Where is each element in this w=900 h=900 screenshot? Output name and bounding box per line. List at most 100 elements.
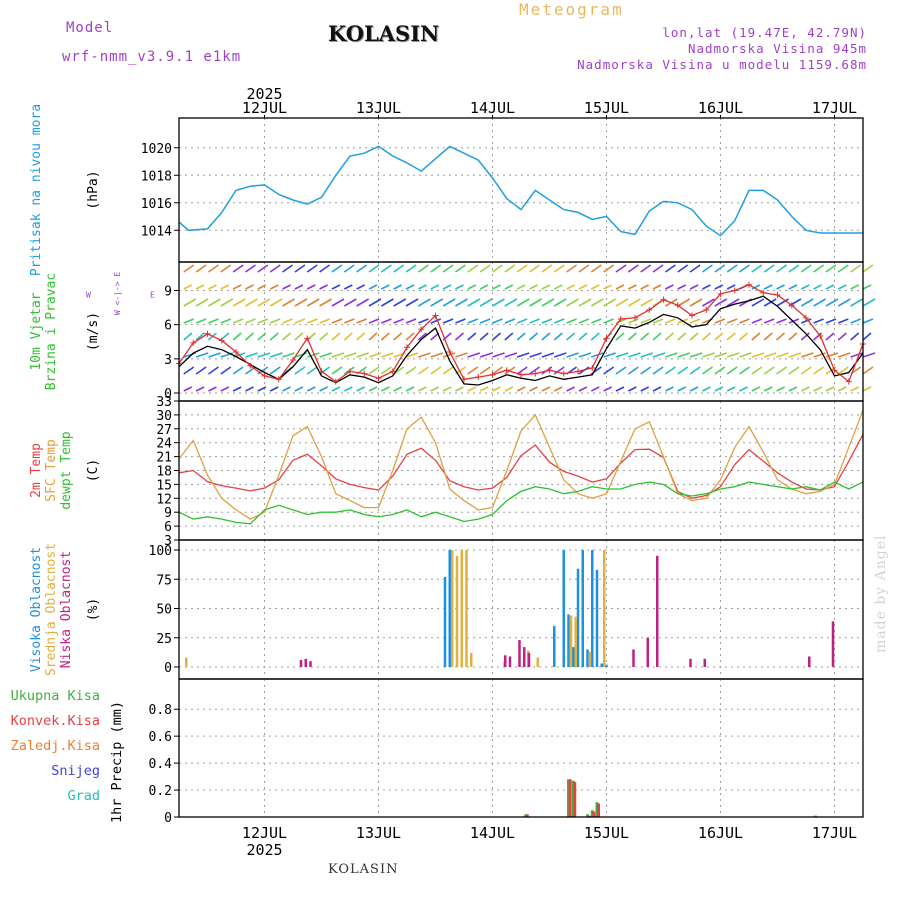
wind-barb xyxy=(701,264,713,273)
wind-barb xyxy=(381,352,394,358)
y-axis-title: (m/s) xyxy=(86,312,101,351)
wind-barb xyxy=(479,386,489,392)
wind-barb xyxy=(701,366,713,375)
wind-barb xyxy=(319,284,328,290)
wind-gust-point xyxy=(290,356,296,363)
wind-barb xyxy=(455,318,466,324)
wind-barb xyxy=(751,352,765,358)
wind-barb xyxy=(615,264,627,273)
model-elevation-info: Nadmorska Visina u modelu 1159.68m xyxy=(577,57,867,72)
dewpt-line xyxy=(178,481,864,525)
wind-barb xyxy=(331,366,343,375)
wind-barb xyxy=(331,352,345,358)
wind-barb xyxy=(504,386,514,392)
y-tick-label: 12 xyxy=(156,492,172,507)
y-tick-label: 100 xyxy=(149,544,172,559)
wind-barb xyxy=(837,366,849,375)
top-day-label: 17JUL xyxy=(812,99,857,117)
wind-barb xyxy=(294,298,308,307)
y-axis-title: Brzina i Pravac xyxy=(44,273,59,390)
wind-barb xyxy=(566,264,578,273)
wind-barb xyxy=(640,318,651,324)
cloud_low-bar xyxy=(808,656,811,667)
wind-barb xyxy=(343,284,353,290)
lonlat-info: lon,lat (19.47E, 42.79N) xyxy=(662,25,867,40)
wind-barb xyxy=(492,264,503,273)
wind-barb xyxy=(343,332,353,341)
wind-barb xyxy=(405,318,417,324)
wind-barb xyxy=(368,366,380,375)
wind-gust-point xyxy=(788,302,795,309)
bottom-day-label: 12JUL xyxy=(242,824,287,842)
wind-barb xyxy=(380,366,392,375)
cloud_high-bar xyxy=(572,647,575,667)
wind-barb xyxy=(455,298,468,307)
wind-barb xyxy=(541,352,555,358)
wind-barb xyxy=(368,298,382,307)
wind-barb xyxy=(479,332,489,341)
cloud_low-bar xyxy=(527,652,531,667)
y-tick-label: 0 xyxy=(164,661,172,676)
wind-barb xyxy=(640,284,650,290)
wind-barb xyxy=(627,284,637,290)
cloud_high-bar xyxy=(605,664,608,667)
wind-barb xyxy=(183,284,193,290)
wind-barb xyxy=(491,332,502,341)
wind-barb xyxy=(208,284,217,290)
wind-barb xyxy=(504,332,514,341)
panel-frame xyxy=(178,261,864,402)
wind-barb xyxy=(566,332,576,341)
wind-barb xyxy=(331,264,343,273)
wind-barb xyxy=(714,366,726,375)
wind-barb xyxy=(862,332,872,341)
credit-watermark: made by Angel xyxy=(873,534,889,654)
wind-barb xyxy=(702,284,711,290)
wind-barb xyxy=(813,366,825,375)
wind-barb xyxy=(603,318,614,324)
y-tick-label: 24 xyxy=(156,437,172,452)
wind-barb xyxy=(652,284,662,290)
cloud_low-bar xyxy=(309,661,312,667)
wind-barb xyxy=(244,332,255,341)
wind-barb xyxy=(776,366,788,375)
wind-gust-point xyxy=(546,367,553,374)
wind-barb xyxy=(232,366,244,375)
wind-barb xyxy=(763,332,773,341)
wind-barb xyxy=(751,298,765,307)
wind-barb xyxy=(504,318,516,324)
wind-barb xyxy=(776,318,787,324)
wind-barb xyxy=(232,284,242,290)
y-tick-label: 1014 xyxy=(141,224,172,239)
wind-gust-point xyxy=(418,326,425,333)
wind-barb xyxy=(183,318,195,324)
wind-barb xyxy=(380,386,390,392)
wind-gust-point xyxy=(817,333,824,340)
wind-barb xyxy=(356,332,366,341)
wind-barb xyxy=(380,284,390,290)
wind-barb xyxy=(640,386,650,392)
wind-barb xyxy=(677,352,691,358)
cloud_low-bar xyxy=(632,649,635,667)
wind-barb xyxy=(825,264,837,273)
wind-barb xyxy=(751,332,761,341)
y-tick-label: 3 xyxy=(164,353,172,368)
wind-barb xyxy=(232,332,242,341)
wind-barb xyxy=(788,332,798,341)
wind-barb xyxy=(504,264,516,273)
wind-barb xyxy=(677,264,689,273)
wind-barb xyxy=(319,332,329,341)
wind-barb xyxy=(837,332,847,341)
wind-barb xyxy=(344,318,355,324)
bottom-day-label: 14JUL xyxy=(470,824,515,842)
wind-gust-point xyxy=(831,367,838,374)
wind-compass-e: E xyxy=(150,291,155,300)
wind-barb xyxy=(751,264,763,273)
wind-barb xyxy=(529,284,538,290)
wind-barb xyxy=(628,352,641,358)
wind-barb xyxy=(776,332,786,341)
wind-gust-point xyxy=(404,344,410,351)
wind-barb xyxy=(603,386,613,392)
wind-barb xyxy=(195,298,209,307)
wind-barb xyxy=(356,284,366,290)
